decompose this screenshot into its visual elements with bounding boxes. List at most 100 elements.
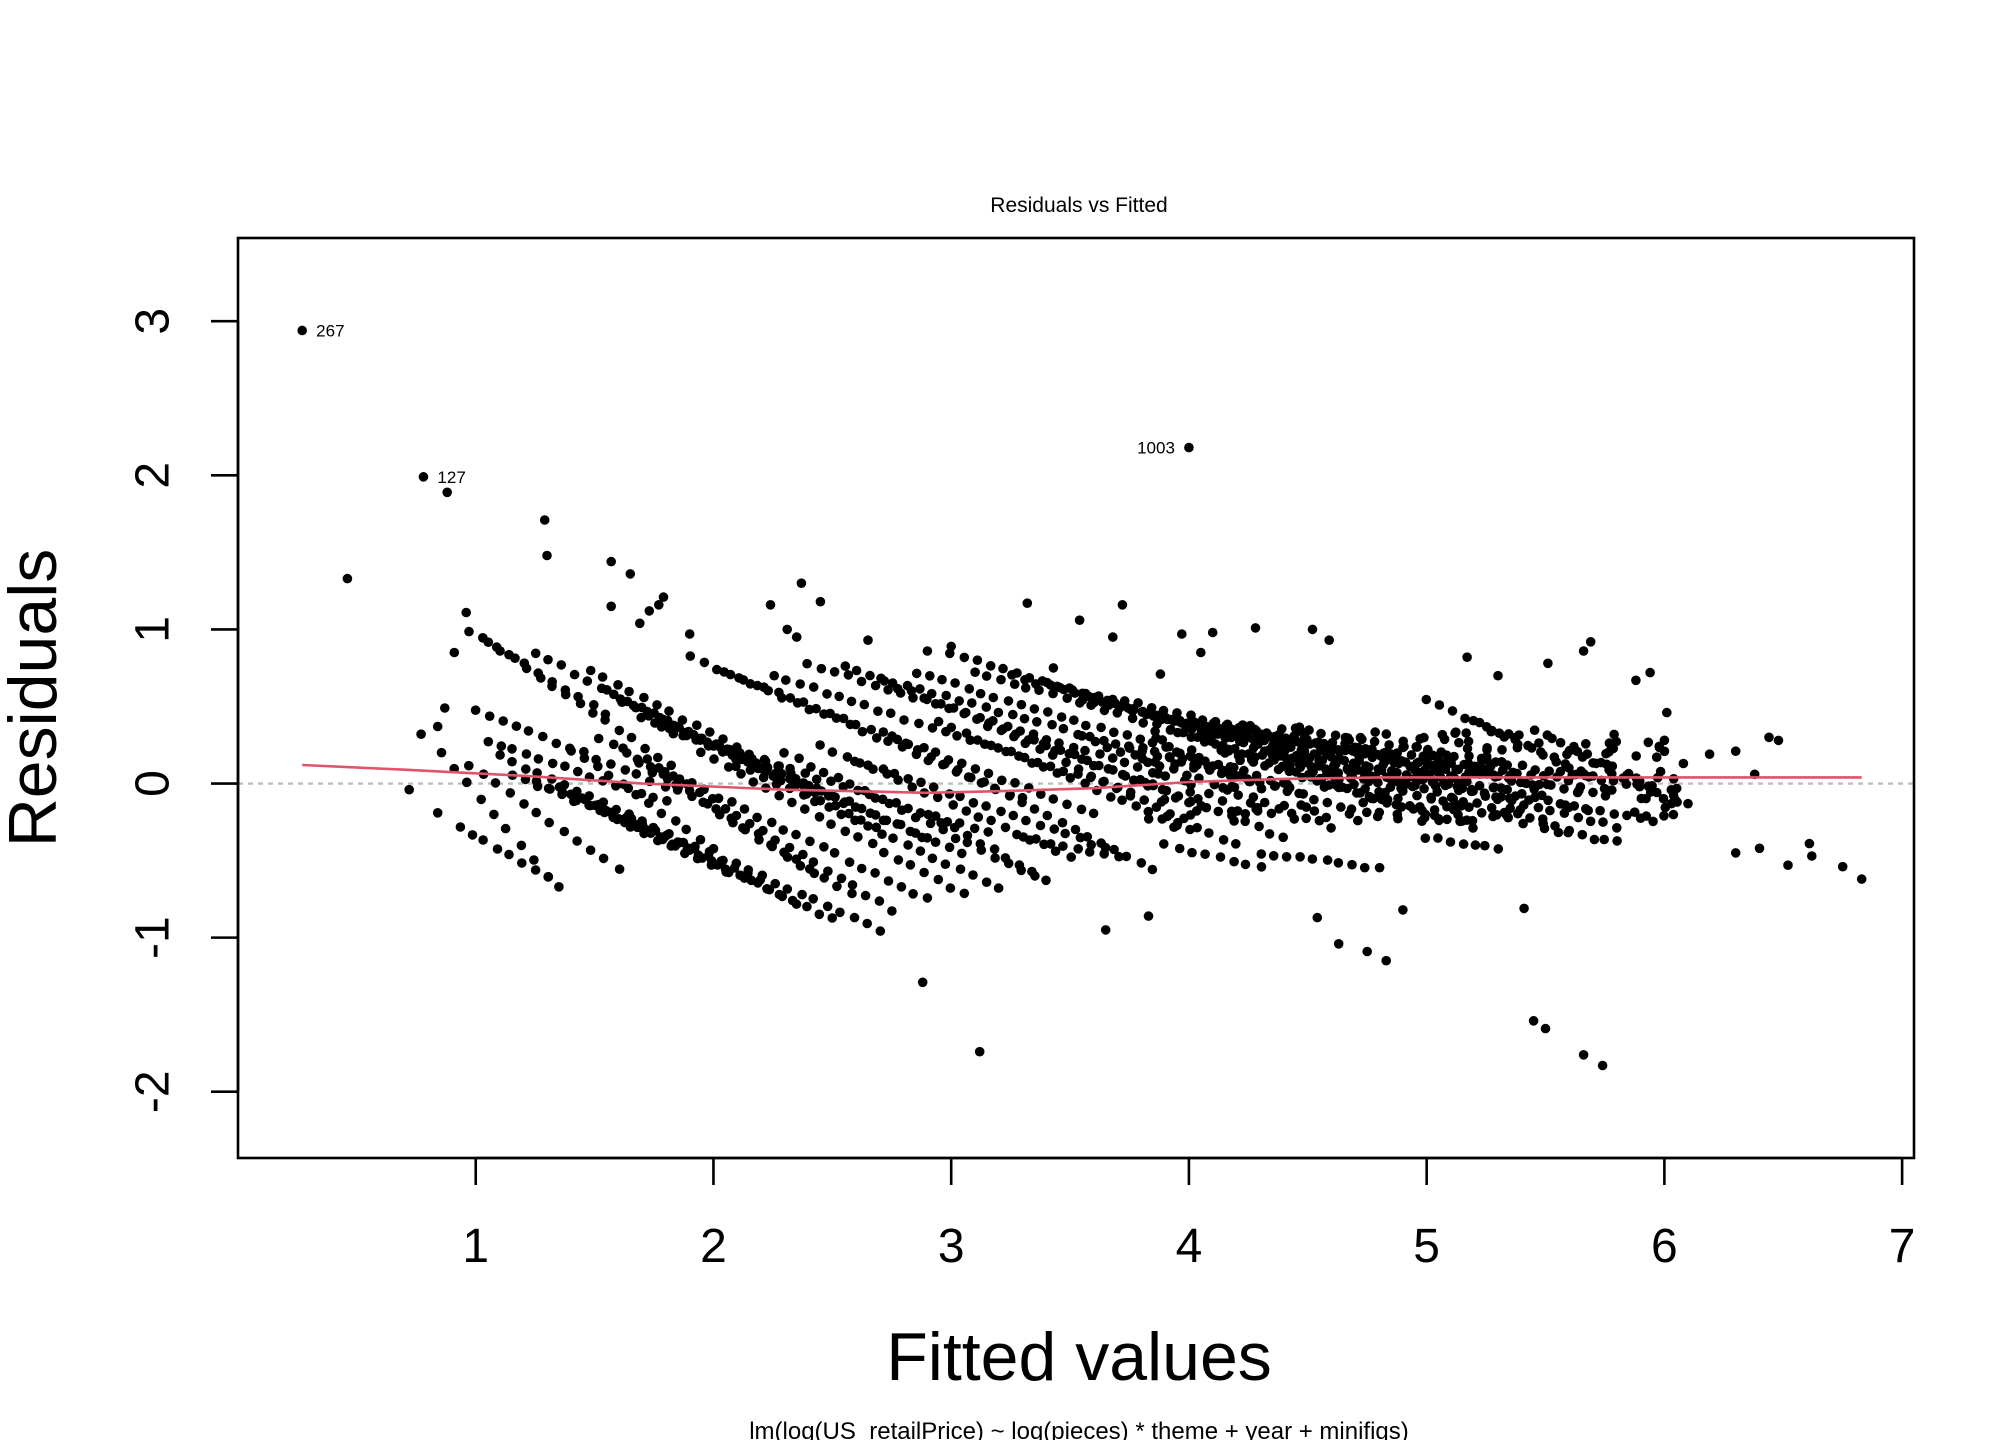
residual-point — [779, 748, 789, 758]
residual-point — [797, 779, 808, 790]
residual-point — [1578, 1050, 1589, 1060]
residual-point — [483, 637, 494, 647]
y-axis-label: Residuals — [0, 549, 71, 848]
residual-point — [1430, 781, 1441, 791]
residual-point — [1073, 764, 1084, 774]
residual-point — [606, 759, 616, 769]
residual-point — [1070, 824, 1081, 835]
residual-point — [569, 669, 580, 680]
residual-point — [826, 819, 836, 829]
residual-point — [720, 804, 731, 814]
residual-point — [658, 592, 669, 602]
residual-point — [743, 865, 754, 875]
residual-point — [829, 667, 840, 677]
y-tick-label: 0 — [127, 770, 180, 797]
residual-point — [1467, 815, 1478, 826]
residual-point — [897, 805, 907, 815]
residual-point — [1074, 615, 1085, 625]
residual-point — [925, 671, 935, 681]
residual-point — [495, 646, 505, 656]
residual-point — [560, 761, 570, 771]
residual-point — [1480, 791, 1491, 801]
residual-point — [1057, 817, 1068, 828]
residual-point — [1016, 699, 1027, 710]
residual-point — [1004, 791, 1015, 801]
residual-point — [662, 796, 672, 806]
residual-point — [1256, 729, 1266, 739]
residual-point — [667, 839, 678, 849]
residual-point — [1488, 811, 1498, 822]
residual-point — [1670, 795, 1681, 805]
residual-point — [800, 804, 810, 814]
residual-point — [1533, 802, 1544, 813]
residual-point — [1307, 854, 1318, 864]
residual-point — [1289, 814, 1300, 824]
residual-point — [631, 769, 642, 779]
residual-point — [1648, 816, 1658, 827]
residual-point — [626, 732, 637, 743]
residual-point — [1333, 939, 1344, 949]
residual-point — [1207, 627, 1218, 638]
residual-point — [656, 808, 667, 819]
residual-point — [1393, 793, 1403, 804]
residual-point — [986, 740, 996, 751]
residual-point — [950, 678, 960, 688]
residual-point — [1668, 774, 1679, 784]
residual-point — [543, 872, 553, 882]
residual-point — [1279, 800, 1289, 811]
residual-point — [478, 835, 488, 845]
residual-point — [614, 725, 625, 736]
residual-point — [656, 722, 667, 732]
residual-point — [1095, 749, 1105, 759]
residual-point — [1256, 849, 1267, 859]
residual-point — [1486, 726, 1496, 737]
residual-point — [796, 578, 807, 588]
residual-point — [1445, 837, 1456, 847]
residual-point — [1662, 707, 1672, 718]
residual-point — [1174, 843, 1185, 854]
residual-point — [1189, 763, 1199, 773]
residual-point — [735, 870, 745, 880]
residual-point — [1177, 629, 1187, 639]
residual-point — [723, 762, 734, 772]
residual-point — [1460, 713, 1470, 724]
residual-point — [1022, 598, 1033, 608]
residual-point — [1536, 747, 1546, 757]
residual-point — [823, 866, 833, 876]
residual-point — [1421, 694, 1432, 705]
residual-point — [554, 882, 564, 892]
residual-point — [1065, 773, 1076, 783]
residual-point — [1427, 750, 1438, 761]
residual-point — [850, 719, 861, 730]
residual-point — [1147, 710, 1158, 720]
residual-point — [936, 818, 946, 828]
residual-point — [972, 655, 983, 665]
residual-point — [1282, 779, 1292, 789]
residual-point — [1351, 763, 1362, 774]
residual-point — [899, 715, 909, 725]
residual-point — [919, 867, 929, 878]
residual-point — [684, 629, 695, 639]
residual-point — [825, 708, 835, 719]
residual-point — [1583, 805, 1593, 816]
residual-point — [887, 731, 897, 741]
residual-point — [1208, 761, 1218, 771]
residual-point — [811, 703, 821, 714]
residual-point — [1529, 725, 1540, 735]
residual-point — [1381, 729, 1392, 739]
residual-point — [922, 893, 933, 903]
residual-point — [636, 712, 646, 723]
residual-point — [1352, 746, 1363, 757]
residual-point — [917, 977, 928, 988]
residual-point — [1204, 828, 1214, 838]
residual-point — [1274, 749, 1284, 759]
residual-point — [903, 774, 913, 784]
residual-point — [598, 853, 609, 864]
residual-point — [905, 826, 916, 837]
residual-point — [952, 731, 962, 741]
residual-point — [484, 711, 495, 721]
residual-point — [1534, 738, 1544, 748]
residual-point — [1588, 787, 1598, 798]
x-tick-label: 5 — [1413, 1220, 1440, 1273]
